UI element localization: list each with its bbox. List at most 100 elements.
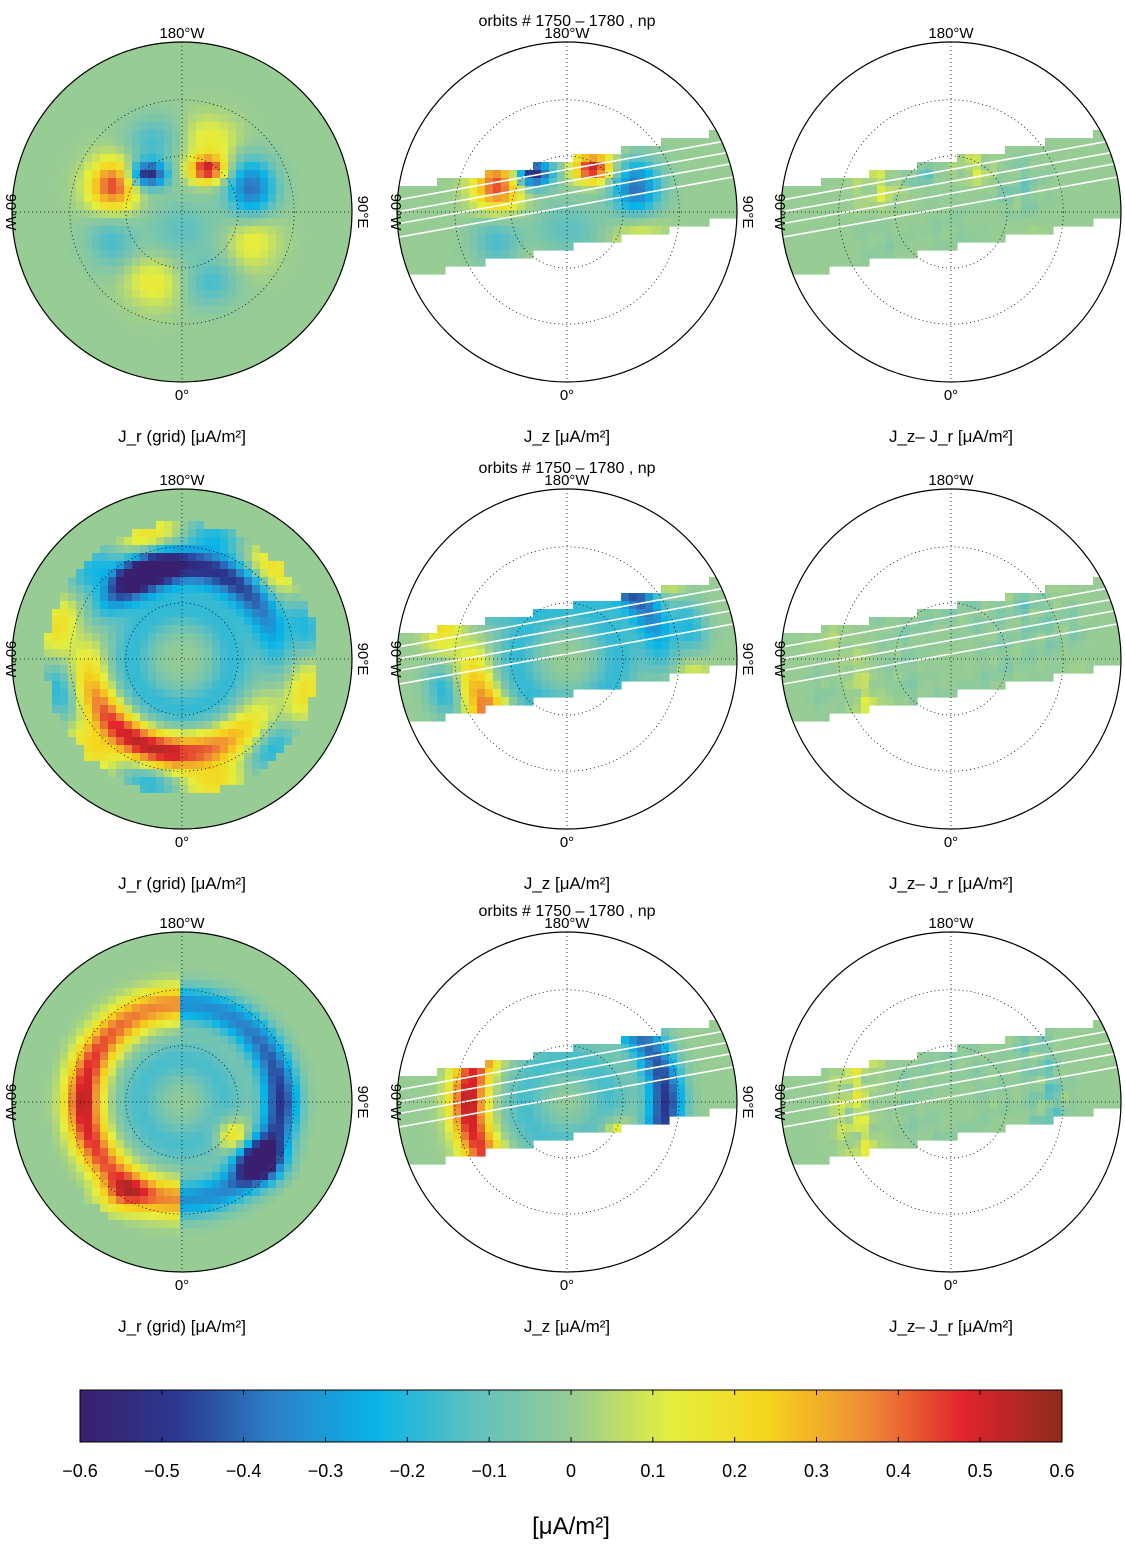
field-cell <box>629 641 638 650</box>
field-cell <box>148 497 157 506</box>
field-cell <box>405 673 414 682</box>
field-cell <box>541 218 550 227</box>
field-cell <box>28 617 37 626</box>
field-cell <box>172 681 181 690</box>
field-cell <box>669 178 678 187</box>
field-cell <box>268 330 277 339</box>
field-cell <box>148 777 157 786</box>
field-cell <box>661 186 670 195</box>
field-cell <box>421 266 430 275</box>
field-cell <box>188 346 197 355</box>
field-cell <box>132 178 141 187</box>
field-cell <box>140 721 149 730</box>
field-cell <box>445 202 454 211</box>
field-cell <box>276 146 285 155</box>
field-cell <box>60 266 69 275</box>
field-cell <box>60 625 69 634</box>
field-cell <box>52 673 61 682</box>
field-cell <box>405 234 414 243</box>
field-cell <box>1045 218 1054 227</box>
field-cell <box>68 577 77 586</box>
field-cell <box>84 753 93 762</box>
field-cell <box>829 258 838 267</box>
field-cell <box>188 98 197 107</box>
field-cell <box>332 170 341 179</box>
field-cell <box>180 330 189 339</box>
field-cell <box>413 713 422 722</box>
field-cell <box>252 202 261 211</box>
field-cell <box>44 146 53 155</box>
field-cell <box>877 673 886 682</box>
field-cell <box>84 90 93 99</box>
field-cell <box>1093 649 1102 658</box>
field-cell <box>805 697 814 706</box>
field-cell <box>188 809 197 818</box>
field-cell <box>813 649 822 658</box>
field-cell <box>140 521 149 530</box>
field-cell <box>308 130 317 139</box>
field-cell <box>340 178 349 187</box>
field-cell <box>260 713 269 722</box>
field-cell <box>228 617 237 626</box>
field-cell <box>292 785 301 794</box>
field-cell <box>997 657 1006 666</box>
field-cell <box>645 202 654 211</box>
field-cell <box>44 154 53 163</box>
field-cell <box>132 956 141 965</box>
field-cell <box>300 226 309 235</box>
field-cell <box>461 625 470 634</box>
field-cell <box>837 210 846 219</box>
field-cell <box>100 266 109 275</box>
field-cell <box>116 753 125 762</box>
polar-boundary <box>396 488 738 830</box>
field-cell <box>68 186 77 195</box>
field-cell <box>445 649 454 658</box>
field-cell <box>300 705 309 714</box>
field-cell <box>84 306 93 315</box>
field-cell <box>60 178 69 187</box>
field-cell <box>164 753 173 762</box>
field-cell <box>316 609 325 618</box>
field-cell <box>204 138 213 147</box>
field-cell <box>324 130 333 139</box>
field-cell <box>228 338 237 347</box>
field-cell <box>292 106 301 115</box>
field-cell <box>917 234 926 243</box>
field-cell <box>156 769 165 778</box>
field-cell <box>220 817 229 826</box>
field-cell <box>997 681 1006 690</box>
field-cell <box>469 210 478 219</box>
field-cell <box>188 106 197 115</box>
field-cell <box>132 154 141 163</box>
field-cell <box>629 170 638 179</box>
field-cell <box>252 162 261 171</box>
field-cell <box>685 146 694 155</box>
field-cell <box>901 218 910 227</box>
field-cell <box>204 809 213 818</box>
field-cell <box>997 226 1006 235</box>
field-cell <box>244 106 253 115</box>
field-cell <box>284 114 293 123</box>
field-cell <box>260 569 269 578</box>
field-cell <box>677 601 686 610</box>
field-cell <box>877 170 886 179</box>
field-cell <box>276 170 285 179</box>
field-cell <box>885 178 894 187</box>
field-cell <box>92 761 101 770</box>
field-cell <box>1085 154 1094 163</box>
field-cell <box>164 940 173 949</box>
field-cell <box>268 298 277 307</box>
field-cell <box>877 689 886 698</box>
field-cell <box>108 154 117 163</box>
field-cell <box>901 234 910 243</box>
field-cell <box>244 561 253 570</box>
field-cell <box>1013 609 1022 618</box>
field-cell <box>517 234 526 243</box>
field-cell <box>469 689 478 698</box>
field-cell <box>68 617 77 626</box>
field-cell <box>613 609 622 618</box>
field-cell <box>196 697 205 706</box>
field-cell <box>188 338 197 347</box>
field-cell <box>204 370 213 379</box>
